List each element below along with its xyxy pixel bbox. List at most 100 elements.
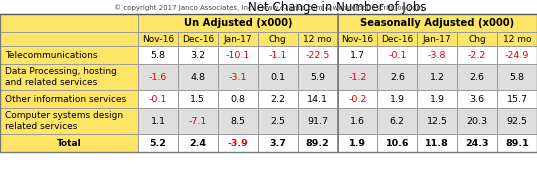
Text: 1.2: 1.2 [430,73,445,81]
Text: 2.4: 2.4 [190,139,206,147]
Bar [417,134,457,152]
Text: Telecommunications: Telecommunications [5,51,98,59]
Bar [178,46,218,64]
Bar [337,14,537,32]
Text: 2.5: 2.5 [270,117,285,125]
Text: 12 mo: 12 mo [503,35,531,43]
Text: -2.2: -2.2 [468,51,487,59]
Bar [378,64,417,90]
Bar [0,108,138,134]
Text: Net Change in Number of Jobs: Net Change in Number of Jobs [248,1,427,14]
Bar [0,134,138,152]
Text: 5.8: 5.8 [150,51,165,59]
Text: Chg: Chg [269,35,287,43]
Bar [0,32,138,46]
Text: -3.9: -3.9 [227,139,248,147]
Text: 91.7: 91.7 [307,117,328,125]
Bar [258,134,297,152]
Text: Seasonally Adjusted (x000): Seasonally Adjusted (x000) [360,18,514,28]
Bar [417,90,457,108]
Bar [0,14,138,32]
Text: Dec-16: Dec-16 [381,35,413,43]
Bar [138,14,337,32]
Text: -0.2: -0.2 [349,95,367,103]
Bar [417,46,457,64]
Text: -1.2: -1.2 [349,73,367,81]
Text: Jan-17: Jan-17 [223,35,252,43]
Bar [337,64,378,90]
Text: 24.3: 24.3 [466,139,489,147]
Text: 1.7: 1.7 [350,51,365,59]
Text: -7.1: -7.1 [188,117,207,125]
Text: 8.5: 8.5 [230,117,245,125]
Bar [417,32,457,46]
Text: 4.8: 4.8 [190,73,205,81]
Bar [457,108,497,134]
Text: 5.2: 5.2 [149,139,166,147]
Bar [178,90,218,108]
Bar [218,64,258,90]
Bar [138,32,178,46]
Text: -0.1: -0.1 [388,51,407,59]
Bar [457,134,497,152]
Bar [378,46,417,64]
Bar [218,134,258,152]
Bar [417,64,457,90]
Text: 1.9: 1.9 [390,95,405,103]
Bar [138,134,178,152]
Text: 3.2: 3.2 [190,51,206,59]
Text: 12.5: 12.5 [427,117,448,125]
Bar [0,90,138,108]
Bar [337,108,378,134]
Bar [497,108,537,134]
Bar [0,46,138,64]
Bar [138,90,178,108]
Text: 3.7: 3.7 [269,139,286,147]
Bar [378,32,417,46]
Text: 5.8: 5.8 [510,73,525,81]
Text: 2.6: 2.6 [390,73,405,81]
Text: -3.1: -3.1 [229,73,247,81]
Bar [138,46,178,64]
Bar [258,64,297,90]
Text: 10.6: 10.6 [386,139,409,147]
Text: 2.6: 2.6 [470,73,485,81]
Text: -1.6: -1.6 [149,73,167,81]
Text: 11.8: 11.8 [425,139,449,147]
Text: 15.7: 15.7 [506,95,527,103]
Text: 1.6: 1.6 [350,117,365,125]
Text: 2.2: 2.2 [270,95,285,103]
Bar [258,90,297,108]
Bar [0,14,537,152]
Bar [218,46,258,64]
Bar [297,46,337,64]
Bar [417,108,457,134]
Bar [178,32,218,46]
Bar [497,64,537,90]
Bar [378,134,417,152]
Text: Nov-16: Nov-16 [342,35,374,43]
Bar [138,108,178,134]
Text: -24.9: -24.9 [505,51,529,59]
Bar [258,32,297,46]
Text: 1.9: 1.9 [430,95,445,103]
Text: -22.5: -22.5 [306,51,330,59]
Text: 3.6: 3.6 [469,95,485,103]
Bar [178,64,218,90]
Bar [378,90,417,108]
Text: 20.3: 20.3 [467,117,488,125]
Text: -1.1: -1.1 [268,51,287,59]
Text: 6.2: 6.2 [390,117,405,125]
Bar [337,46,378,64]
Text: Computer systems design
related services: Computer systems design related services [5,111,123,131]
Bar [297,90,337,108]
Text: 1.9: 1.9 [349,139,366,147]
Bar [138,64,178,90]
Bar [297,32,337,46]
Text: Un Adjusted (x000): Un Adjusted (x000) [184,18,292,28]
Text: Total: Total [56,139,82,147]
Text: Data Processing, hosting
and related services: Data Processing, hosting and related ser… [5,67,117,87]
Text: Jan-17: Jan-17 [423,35,452,43]
Bar [497,90,537,108]
Text: 89.2: 89.2 [306,139,329,147]
